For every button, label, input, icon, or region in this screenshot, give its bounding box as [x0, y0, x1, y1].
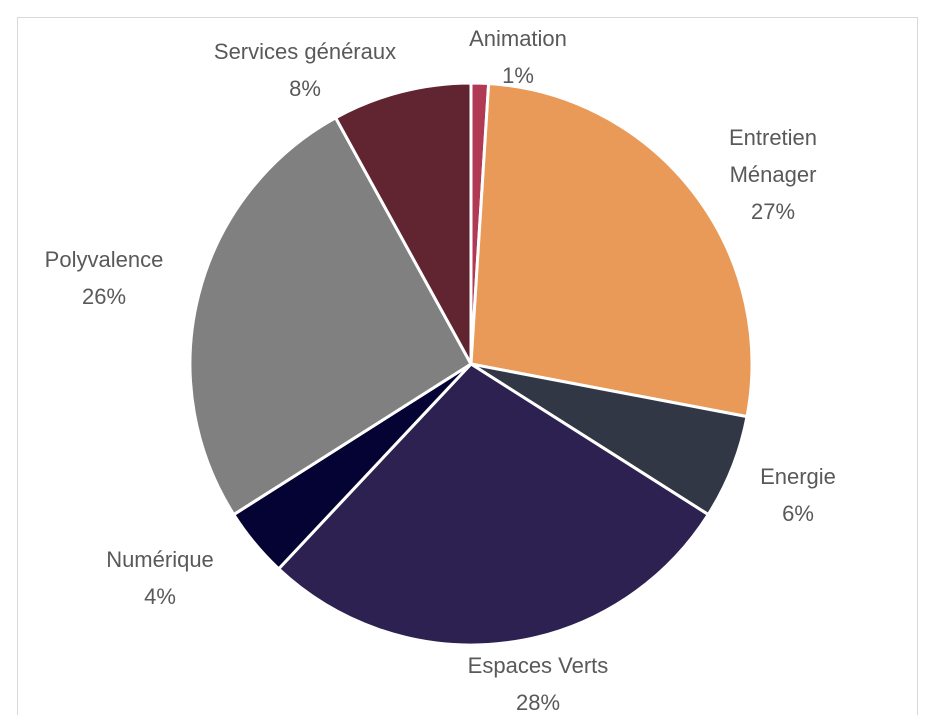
- data-label-polyvalence: Polyvalence 26%: [45, 247, 164, 309]
- pie-slice-services-generaux: [334, 81, 473, 366]
- pie-slice-espaces-verts: [277, 362, 710, 647]
- data-label-percent: 6%: [782, 501, 814, 526]
- data-label-energie: Energie 6%: [760, 464, 836, 526]
- data-label-percent: 8%: [289, 76, 321, 101]
- pie-slices: [188, 81, 754, 647]
- pie-slice-entretien-menager: [469, 82, 754, 419]
- data-label-category: Numérique: [106, 547, 214, 572]
- data-label-percent: 27%: [751, 199, 795, 224]
- data-label-numerique: Numérique 4%: [106, 547, 214, 609]
- data-label-percent: 28%: [516, 690, 560, 715]
- data-label-animation: Animation 1%: [469, 26, 567, 88]
- data-label-espaces-verts: Espaces Verts 28%: [468, 653, 609, 715]
- data-label-percent: 1%: [502, 63, 534, 88]
- data-label-category: Energie: [760, 464, 836, 489]
- pie-labels: Animation 1%Entretien Ménager 27%Energie 6%E…: [45, 26, 836, 715]
- data-label-category: Animation: [469, 26, 567, 51]
- pie-slice-polyvalence: [188, 116, 473, 517]
- data-label-category: Espaces Verts: [468, 653, 609, 678]
- data-label-category: Ménager: [730, 162, 817, 187]
- data-label-category: Polyvalence: [45, 247, 164, 272]
- data-label-entretien-menager: Entretien Ménager 27%: [729, 125, 817, 224]
- data-label-category: Services généraux: [214, 39, 396, 64]
- data-label-services-generaux: Services généraux 8%: [214, 39, 396, 101]
- data-label-percent: 4%: [144, 584, 176, 609]
- data-label-percent: 26%: [82, 284, 126, 309]
- data-label-category: Entretien: [729, 125, 817, 150]
